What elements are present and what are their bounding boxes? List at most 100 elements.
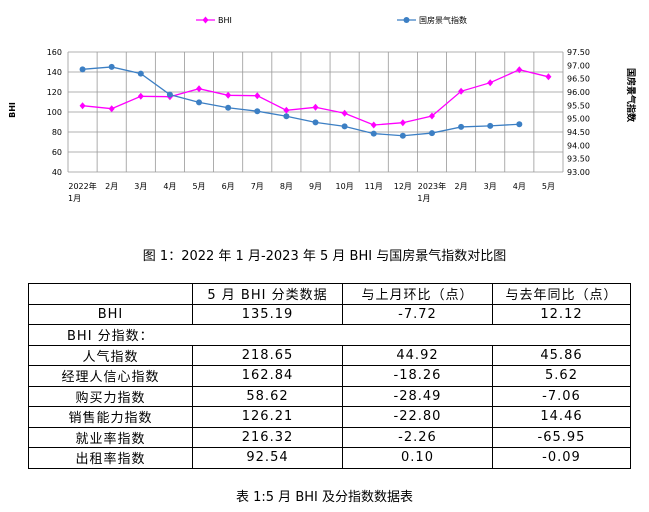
index-point bbox=[516, 121, 523, 128]
table-cell: 出租率指数 bbox=[28, 447, 193, 469]
right-tick-label: 96.50 bbox=[567, 75, 590, 84]
index-point bbox=[254, 108, 261, 115]
table-cell: 14.46 bbox=[492, 406, 631, 428]
table-cell: -2.26 bbox=[342, 426, 493, 448]
table-cell: 135.19 bbox=[192, 303, 343, 325]
table-cell: 0.10 bbox=[342, 447, 493, 469]
table-row: 出租率指数 92.54 0.10 -0.09 bbox=[28, 447, 631, 469]
table-cell: 126.21 bbox=[192, 406, 343, 428]
index-point bbox=[487, 122, 494, 129]
index-point bbox=[399, 132, 406, 139]
index-point bbox=[137, 70, 144, 77]
table-cell: -22.80 bbox=[342, 406, 493, 428]
table-cell: 162.84 bbox=[192, 365, 343, 387]
table-cell: 购买力指数 bbox=[28, 385, 193, 407]
table-cell: 92.54 bbox=[192, 447, 343, 469]
table-caption: 表 1:5 月 BHI 及分指数数据表 bbox=[236, 490, 413, 505]
index-point bbox=[341, 123, 348, 130]
bhi-point bbox=[312, 103, 319, 111]
subheader-cell: BHI 分指数： bbox=[28, 324, 631, 346]
bhi-point bbox=[458, 87, 465, 95]
bhi-point bbox=[79, 102, 86, 110]
right-tick-label: 97.50 bbox=[567, 48, 590, 57]
bhi-point bbox=[545, 73, 552, 81]
bhi-point bbox=[487, 79, 494, 87]
x-tick-label: 8月 bbox=[280, 182, 293, 191]
index-point bbox=[166, 91, 173, 98]
x-tick-label: 2023年 bbox=[418, 181, 446, 191]
right-tick-label: 94.00 bbox=[567, 141, 590, 150]
index-point bbox=[370, 130, 377, 137]
right-tick-label: 97.00 bbox=[567, 61, 590, 70]
index-point bbox=[108, 63, 115, 70]
table-cell: 45.86 bbox=[492, 344, 631, 366]
table-cell: 216.32 bbox=[192, 426, 343, 448]
bhi-point bbox=[516, 66, 523, 74]
left-axis-label: BHI bbox=[8, 102, 17, 118]
table-subheader-row: BHI 分指数： bbox=[28, 324, 631, 346]
index-point bbox=[225, 104, 232, 111]
table-cell: 5 月 BHI 分类数据 bbox=[192, 283, 343, 305]
legend-marker bbox=[202, 16, 209, 24]
left-tick-label: 140 bbox=[47, 68, 62, 77]
x-tick-label: 4月 bbox=[163, 182, 176, 191]
x-tick-label: 9月 bbox=[309, 182, 322, 191]
left-tick-label: 100 bbox=[47, 108, 62, 117]
bhi-point bbox=[254, 92, 261, 100]
x-tick-label: 11月 bbox=[365, 182, 383, 191]
bhi-point bbox=[225, 91, 232, 99]
table-row-bhi: BHI 135.19 -7.72 12.12 bbox=[28, 303, 631, 325]
x-tick-label: 1月 bbox=[68, 194, 81, 203]
right-tick-label: 95.00 bbox=[567, 115, 590, 124]
index-point bbox=[458, 123, 465, 130]
table-cell: 218.65 bbox=[192, 344, 343, 366]
table-row: 购买力指数 58.62 -28.49 -7.06 bbox=[28, 385, 631, 407]
table-cell: -28.49 bbox=[342, 385, 493, 407]
legend-label: BHI bbox=[218, 16, 232, 25]
left-tick-label: 160 bbox=[47, 48, 62, 57]
series-line-1 bbox=[82, 66, 520, 137]
table-cell: -65.95 bbox=[492, 426, 631, 448]
table-cell: 12.12 bbox=[492, 303, 631, 325]
line-chart: 40 60 80 100 120 140 160 93.00 93.50 94.00 94.50 95… bbox=[8, 15, 637, 203]
right-tick-label: 93.50 bbox=[567, 155, 590, 164]
x-tick-label: 1月 bbox=[417, 194, 430, 203]
left-tick-label: 60 bbox=[52, 148, 62, 157]
table-cell bbox=[28, 283, 193, 305]
table-cell: BHI bbox=[28, 303, 193, 325]
table-cell: -7.72 bbox=[342, 303, 493, 325]
x-tick-label: 3月 bbox=[484, 182, 497, 191]
x-tick-label: 2022年 bbox=[68, 181, 96, 191]
table-cell: 5.62 bbox=[492, 365, 631, 387]
bhi-point bbox=[196, 85, 203, 93]
table-header-row: 5 月 BHI 分类数据 与上月环比（点） 与去年同比（点） bbox=[28, 283, 631, 305]
index-point bbox=[428, 130, 435, 137]
index-point bbox=[283, 113, 290, 120]
x-tick-label: 7月 bbox=[251, 182, 264, 191]
bhi-point bbox=[283, 106, 290, 114]
x-tick-label: 2月 bbox=[105, 182, 118, 191]
x-tick-label: 5月 bbox=[542, 182, 555, 191]
right-axis-label: 国房景气指数 bbox=[625, 68, 637, 123]
legend-label: 国房景气指数 bbox=[419, 15, 467, 25]
table-cell: -18.26 bbox=[342, 365, 493, 387]
series-line-0 bbox=[82, 69, 549, 126]
table-cell: 就业率指数 bbox=[28, 426, 193, 448]
x-tick-label: 3月 bbox=[134, 182, 147, 191]
x-tick-label: 2月 bbox=[455, 182, 468, 191]
left-tick-label: 80 bbox=[52, 128, 62, 137]
x-tick-label: 12月 bbox=[394, 182, 412, 191]
bhi-point bbox=[370, 121, 377, 129]
table-row: 就业率指数 216.32 -2.26 -65.95 bbox=[28, 426, 631, 448]
left-tick-label: 40 bbox=[52, 168, 62, 177]
legend-marker bbox=[403, 17, 410, 23]
table-row: 销售能力指数 126.21 -22.80 14.46 bbox=[28, 406, 631, 428]
table-cell: -7.06 bbox=[492, 385, 631, 407]
right-tick-label: 95.50 bbox=[567, 101, 590, 110]
figure-caption: 图 1：2022 年 1 月-2023 年 5 月 BHI 与国房景气指数对比图 bbox=[142, 249, 507, 264]
table-cell: -0.09 bbox=[492, 447, 631, 469]
bhi-point bbox=[399, 119, 406, 127]
table-cell: 经理人信心指数 bbox=[28, 365, 193, 387]
left-tick-label: 120 bbox=[47, 88, 62, 97]
x-tick-label: 5月 bbox=[192, 182, 205, 191]
